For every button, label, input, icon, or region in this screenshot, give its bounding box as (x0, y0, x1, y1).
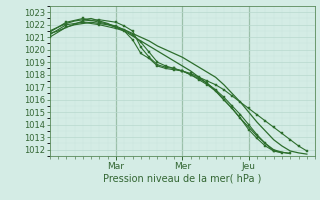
X-axis label: Pression niveau de la mer( hPa ): Pression niveau de la mer( hPa ) (103, 173, 261, 183)
